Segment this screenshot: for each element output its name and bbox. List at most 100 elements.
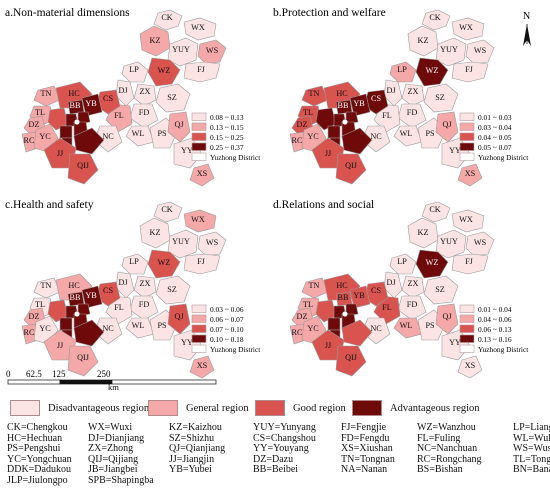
district-label: WL: [132, 129, 145, 138]
legend-swatch: [459, 132, 475, 141]
district-label: YB: [353, 291, 365, 300]
legend-label: 0.10 ~ 0.18: [210, 335, 244, 344]
district-label: WZ: [158, 66, 171, 75]
district-tn: [33, 277, 61, 299]
district-label: YUY: [172, 237, 190, 246]
district-label: TL: [35, 108, 45, 117]
district-yb: [349, 285, 371, 309]
district-wx: [183, 17, 217, 41]
district-lp: [121, 61, 149, 83]
abbreviation-item: PS=Pengshui: [7, 443, 61, 455]
district-label: FD: [407, 300, 418, 309]
district-label: TL: [303, 108, 313, 117]
district-label: KZ: [150, 228, 161, 237]
legend-label: Yuzhong District: [478, 345, 529, 354]
district-label: WS: [206, 46, 219, 55]
abbreviation-item: CS=Changshou: [253, 432, 316, 444]
district-label: TN: [309, 281, 320, 290]
legend-label: Yuzhong District: [210, 153, 261, 162]
district-label: DJ: [386, 278, 396, 287]
district-xs: [457, 355, 483, 379]
district-label: LP: [397, 257, 407, 266]
district-label: YC: [39, 324, 51, 333]
panel-title: a.Non-material dimensions: [5, 7, 130, 19]
district-tn: [33, 85, 61, 107]
legend-swatch: [191, 334, 207, 343]
region-swatch: [148, 400, 178, 416]
abbreviation-item: JB=Jiangbei: [88, 464, 138, 476]
district-label: ZX: [408, 279, 419, 288]
scale-tick-label: 62.5: [26, 369, 42, 379]
abbreviation-item: FJ=Fengjie: [341, 422, 387, 433]
district-label: DJ: [386, 86, 396, 95]
district-label: KZ: [418, 36, 429, 45]
district-yb: [81, 93, 103, 117]
district-wx: [451, 17, 485, 41]
district-label: DJ: [118, 278, 128, 287]
district-label: WX: [459, 215, 473, 224]
north-label: N: [523, 11, 530, 22]
abbreviation-item: JJ=Jiangjin: [169, 453, 215, 465]
district-label: WL: [400, 321, 413, 330]
district-wl: [393, 317, 423, 339]
legend-label: Yuzhong District: [478, 153, 529, 162]
abbreviation-item: YC=Yongchuan: [7, 453, 72, 465]
district-label: JJ: [325, 149, 332, 158]
abbreviation-item: RC=Rongchang: [417, 453, 482, 465]
district-label: CK: [161, 13, 172, 22]
legend-label: 0.15 ~ 0.25: [210, 133, 244, 142]
district-lp: [389, 253, 417, 275]
abbreviation-item: BN=Banan: [513, 464, 550, 476]
district-label: QIJ: [77, 353, 90, 362]
legend-swatch: [191, 132, 207, 141]
district-label: WS: [474, 46, 487, 55]
district-zx: [401, 275, 425, 299]
legend-swatch: [459, 142, 475, 151]
district-label: CS: [103, 94, 113, 103]
district-label: DZ: [29, 312, 40, 321]
map-panel-d: d.Relations and social CK WX KZ YUY WS FJ WZ LP Z…: [273, 199, 529, 379]
region-legend-advantageous: Advantageous region: [352, 399, 480, 417]
district-label: WX: [459, 23, 473, 32]
district-label: YB: [85, 291, 97, 300]
legend-label: 0.01 ~ 0.04: [478, 305, 512, 314]
district-label: PS: [425, 129, 435, 138]
district-label: NC: [370, 132, 382, 141]
abbreviation-item: HC=Hechuan: [7, 432, 63, 444]
scale-tick-label: 125: [52, 369, 66, 379]
district-wz: [147, 57, 181, 87]
district-ck: [153, 201, 183, 223]
district-wx: [451, 209, 485, 233]
scale-tick-label: 0: [6, 369, 11, 379]
legend-label: 0.06 ~ 0.07: [210, 315, 244, 324]
district-label: YY: [181, 338, 193, 347]
district-label: LP: [129, 65, 139, 74]
district-label: QJ: [174, 312, 184, 321]
district-label: WL: [132, 321, 145, 330]
district-label: PS: [157, 321, 167, 330]
district-label: QJ: [442, 120, 452, 129]
scale-tick-label: 250: [97, 369, 111, 379]
district-yuzhong: [342, 311, 348, 317]
district-label: FJ: [465, 65, 474, 74]
district-label: CK: [429, 13, 440, 22]
district-jlp: [59, 317, 73, 331]
district-jlp: [327, 125, 341, 139]
district-label: KZ: [150, 36, 161, 45]
district-label: JJ: [325, 341, 332, 350]
region-swatch: [352, 400, 382, 416]
legend-swatch: [459, 344, 475, 353]
district-ws: [197, 231, 227, 257]
district-wl: [393, 125, 423, 147]
district-label: TL: [35, 300, 45, 309]
district-label: NC: [370, 324, 382, 333]
north-arrow-icon: [523, 24, 531, 46]
district-label: RC: [292, 328, 303, 337]
district-wl: [125, 125, 155, 147]
district-label: QIJ: [77, 161, 90, 170]
district-label: DZ: [297, 312, 308, 321]
district-label: SZ: [167, 93, 177, 102]
district-sz: [155, 275, 191, 305]
district-label: XS: [465, 361, 476, 370]
district-wx: [183, 209, 217, 233]
